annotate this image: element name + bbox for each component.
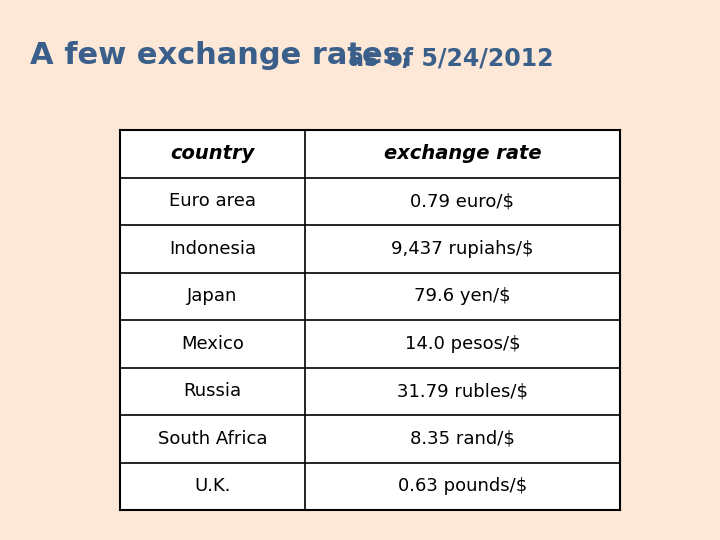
Text: 0.63 pounds/$: 0.63 pounds/$ xyxy=(398,477,527,495)
Bar xyxy=(120,130,620,510)
Text: 31.79 rubles/$: 31.79 rubles/$ xyxy=(397,382,528,400)
Text: country: country xyxy=(171,144,255,163)
Text: 8.35 rand/$: 8.35 rand/$ xyxy=(410,430,515,448)
Text: U.K.: U.K. xyxy=(194,477,230,495)
Text: Indonesia: Indonesia xyxy=(169,240,256,258)
Text: exchange rate: exchange rate xyxy=(384,144,541,163)
Text: 14.0 pesos/$: 14.0 pesos/$ xyxy=(405,335,521,353)
Text: South Africa: South Africa xyxy=(158,430,267,448)
Text: Mexico: Mexico xyxy=(181,335,244,353)
Text: 79.6 yen/$: 79.6 yen/$ xyxy=(414,287,510,305)
Text: as of 5/24/2012: as of 5/24/2012 xyxy=(340,46,554,70)
Text: A few exchange rates,: A few exchange rates, xyxy=(30,40,413,70)
Text: 9,437 rupiahs/$: 9,437 rupiahs/$ xyxy=(391,240,534,258)
Text: 0.79 euro/$: 0.79 euro/$ xyxy=(410,192,515,210)
Text: Japan: Japan xyxy=(187,287,238,305)
Text: Euro area: Euro area xyxy=(169,192,256,210)
Text: Russia: Russia xyxy=(184,382,242,400)
